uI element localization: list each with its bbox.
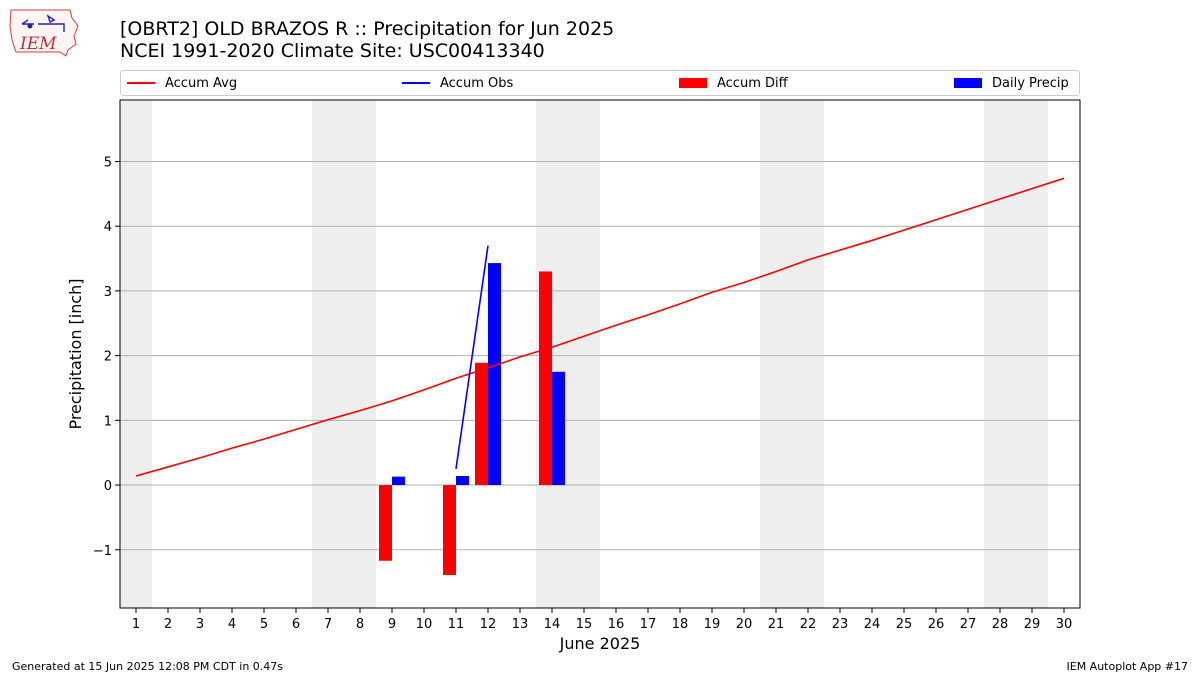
chart-title: [OBRT2] OLD BRAZOS R :: Precipitation fo… [120,18,615,40]
accum-diff-bar [443,485,456,575]
weekend-band [312,100,376,608]
y-tick-label: 1 [104,414,112,429]
legend-swatch-accum-diff [679,78,707,88]
wind-icon [21,14,65,32]
y-tick-label: 4 [104,220,112,235]
x-tick-label: 24 [864,617,881,632]
legend-label: Accum Obs [440,75,514,91]
x-tick-label: 4 [228,617,236,632]
x-tick-label: 22 [800,617,817,632]
x-tick-label: 14 [544,617,561,632]
y-tick-label: −1 [93,544,112,559]
daily-precip-bar [456,475,469,486]
y-axis-label: Precipitation [inch] [66,278,85,429]
legend-label: Accum Diff [717,75,788,91]
x-tick-label: 2 [164,617,172,632]
footer-app: IEM Autoplot App #17 [1066,660,1189,673]
x-tick-label: 3 [196,617,204,632]
x-tick-label: 7 [324,617,332,632]
x-tick-label: 15 [576,617,593,632]
x-tick-label: 25 [896,617,913,632]
footer-generated: Generated at 15 Jun 2025 12:08 PM CDT in… [12,660,284,673]
legend-item-accum-avg: Accum Avg [127,71,237,95]
x-tick-label: 26 [928,617,945,632]
accum-avg-line [135,177,1065,477]
legend-label: Daily Precip [992,75,1069,91]
x-tick-label: 16 [608,617,625,632]
x-tick-label: 11 [448,617,465,632]
accum-diff-bar [379,485,392,561]
weekend-band [984,100,1048,608]
legend-item-accum-obs: Accum Obs [402,71,513,95]
x-tick-label: 8 [356,617,364,632]
x-tick-label: 9 [388,617,396,632]
y-tick-label: 3 [104,285,112,300]
y-tick-label: 2 [104,350,112,365]
daily-precip-bar [488,263,501,486]
legend: Accum Avg Accum Obs Accum Diff Daily Pre… [120,70,1080,96]
iem-logo: IEM [9,9,79,57]
x-tick-label: 1 [132,617,140,632]
logo-text: IEM [19,34,57,54]
y-tick-label: 0 [104,479,112,494]
daily-precip-bar [552,371,565,486]
station-icon [27,23,33,29]
x-tick-label: 10 [416,617,433,632]
x-tick-label: 12 [480,617,497,632]
x-tick-label: 19 [704,617,721,632]
daily-precip-bar [392,476,405,486]
x-tick-label: 28 [992,617,1009,632]
x-axis-label: June 2025 [559,634,641,653]
plot-frame [119,99,1081,609]
legend-label: Accum Avg [165,75,238,91]
x-tick-label: 29 [1024,617,1041,632]
x-tick-label: 17 [640,617,657,632]
chart-title-block: [OBRT2] OLD BRAZOS R :: Precipitation fo… [120,18,614,62]
legend-swatch-accum-avg [127,82,155,84]
x-tick-label: 18 [672,617,689,632]
x-tick-label: 13 [512,617,529,632]
x-tick-label: 23 [832,617,849,632]
accum-diff-bar [539,271,552,486]
x-tick-label: 5 [260,617,268,632]
x-tick-label: 27 [960,617,977,632]
x-tick-label: 30 [1056,617,1073,632]
x-tick-label: 21 [768,617,785,632]
accum-diff-bar [475,362,488,486]
accum-obs-line [455,245,489,469]
legend-item-accum-diff: Accum Diff [679,71,788,95]
chart-subtitle: NCEI 1991-2020 Climate Site: USC00413340 [120,40,545,62]
legend-swatch-daily-precip [954,78,982,88]
weekend-band [760,100,824,608]
x-tick-label: 6 [292,617,300,632]
weekend-band [120,100,152,608]
legend-item-daily-precip: Daily Precip [954,71,1069,95]
x-tick-label: 20 [736,617,753,632]
y-tick-label: 5 [104,155,112,170]
legend-swatch-accum-obs [402,82,430,84]
